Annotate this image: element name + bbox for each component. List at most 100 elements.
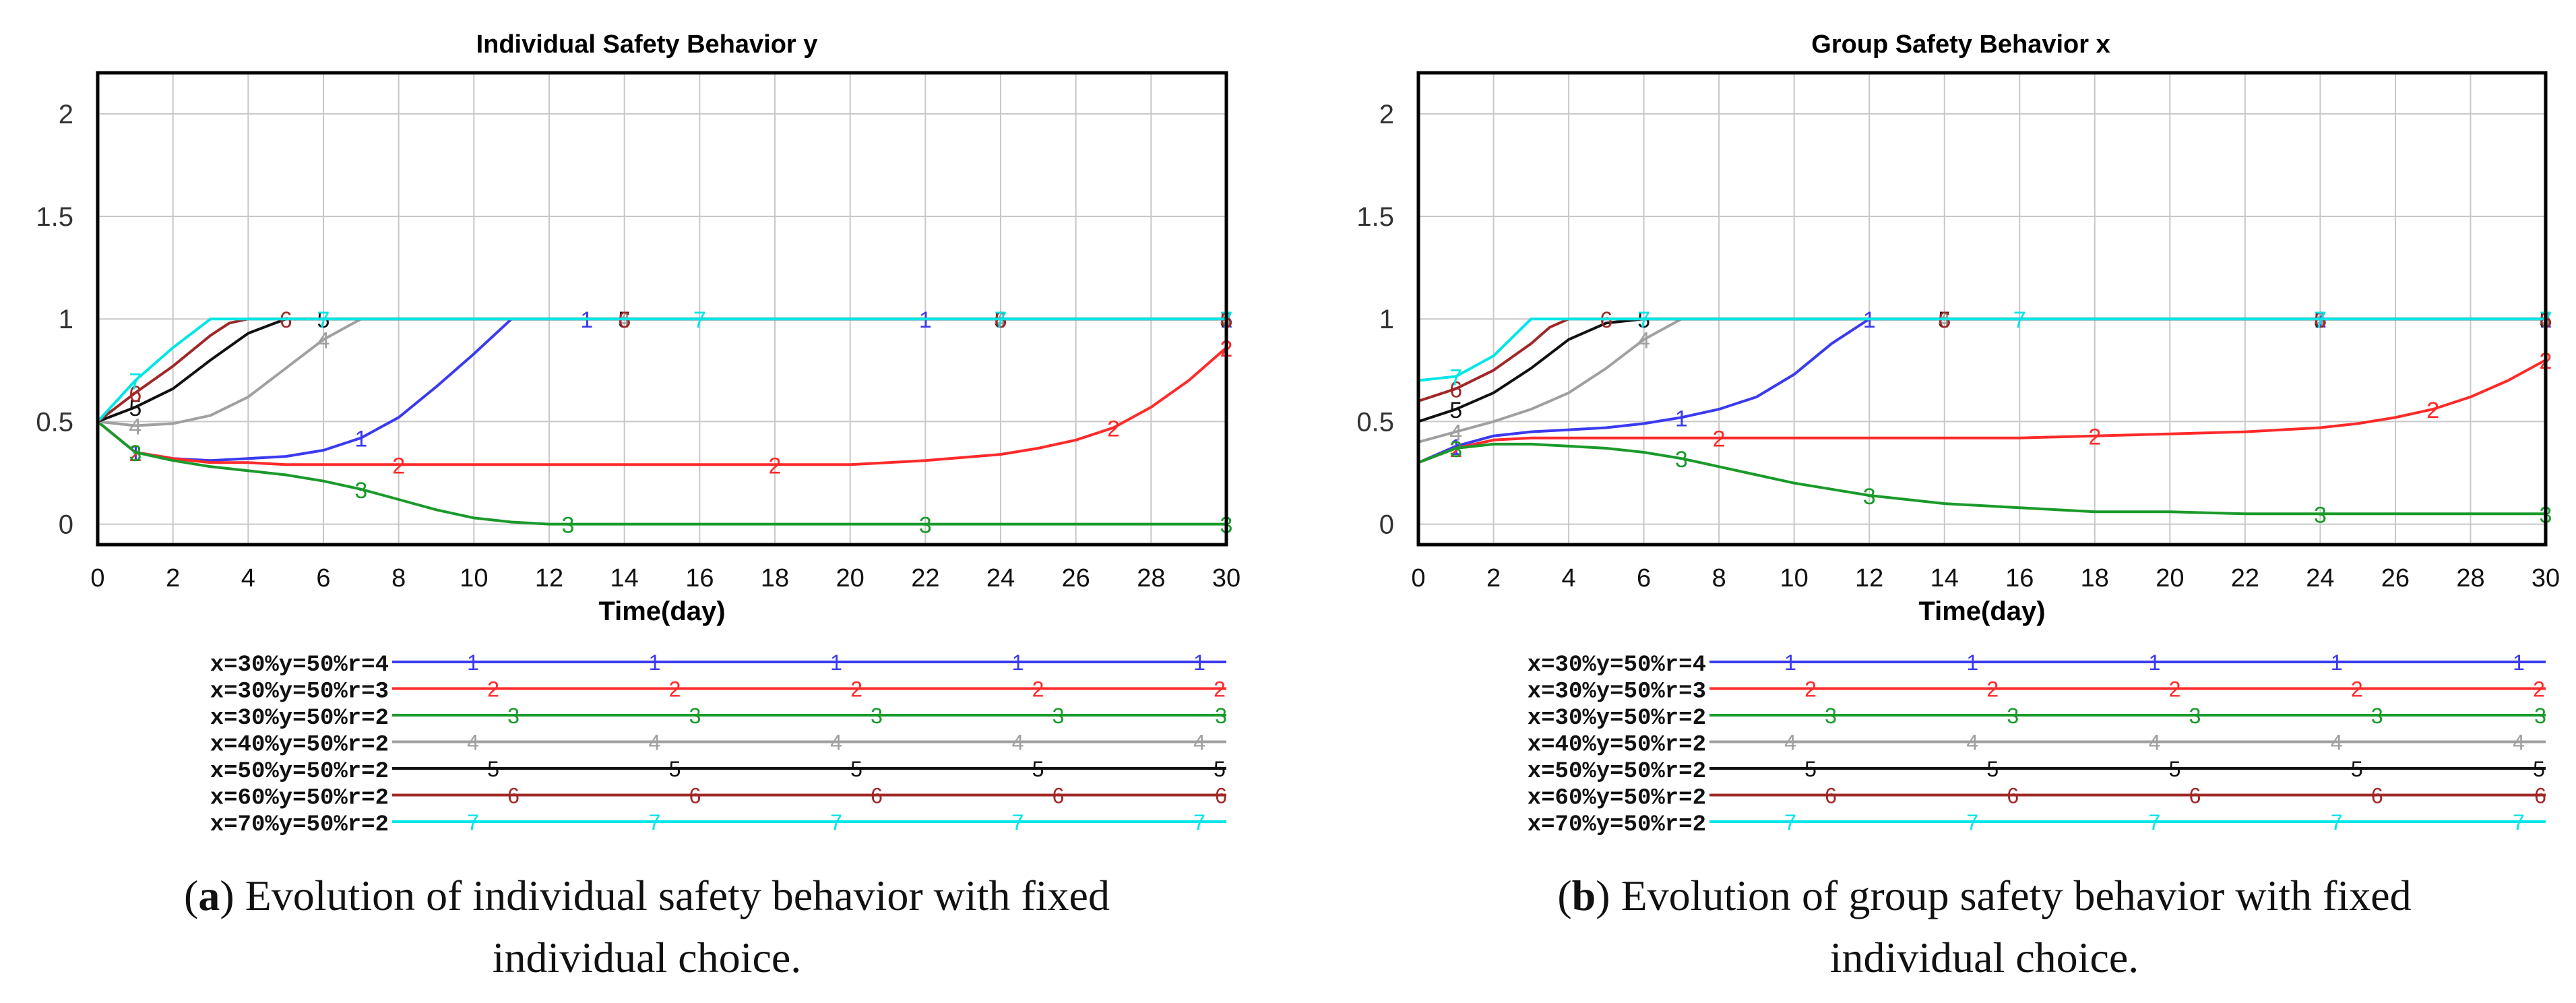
series-marker-7: 7	[1637, 307, 1650, 333]
legend-marker-1: 1	[467, 650, 479, 675]
legend-marker-6: 6	[2534, 784, 2546, 808]
legend-marker-7: 7	[2149, 810, 2161, 834]
series-marker-6: 6	[129, 382, 142, 407]
legend-marker-2: 2	[2351, 677, 2363, 702]
legend-marker-7: 7	[1012, 810, 1024, 834]
series-marker-3: 3	[129, 441, 142, 466]
legend-marker-3: 3	[2189, 704, 2201, 728]
y-tick-label: 1.5	[1356, 202, 1394, 232]
series-marker-5: 5	[618, 307, 631, 333]
series-line-2	[1418, 359, 2546, 464]
x-tick-label: 14	[1930, 564, 1959, 592]
legend-marker-1: 1	[2513, 650, 2525, 675]
caption-letter: a	[198, 872, 220, 919]
x-tick-label: 2	[166, 564, 180, 592]
y-tick-label: 0	[59, 510, 73, 540]
legend-marker-2: 2	[2169, 677, 2181, 702]
series-marker-4: 4	[1449, 421, 1462, 446]
legend-marker-2: 2	[1804, 677, 1817, 702]
caption-letter: b	[1572, 872, 1596, 919]
legend-marker-1: 1	[1784, 650, 1796, 675]
chart-title: Individual Safety Behavior y	[476, 30, 818, 59]
x-axis-label: Time(day)	[1918, 597, 2045, 626]
legend-marker-6: 6	[1215, 784, 1227, 808]
legend-marker-2: 2	[850, 677, 862, 702]
series-marker-3: 3	[919, 513, 932, 539]
legend-marker-4: 4	[1012, 731, 1024, 755]
legend-marker-7: 7	[467, 810, 479, 834]
caption-line-2: individual choice.	[493, 934, 802, 981]
series-marker-6: 6	[280, 307, 292, 333]
legend-marker-4: 4	[1966, 731, 1978, 755]
series-line-7	[96, 317, 1226, 423]
legend-label-4: x=40%y=50%r=2	[1528, 733, 1706, 758]
legend-label-6: x=60%y=50%r=2	[1528, 786, 1706, 812]
legend-marker-5: 5	[1986, 757, 1999, 781]
y-tick-label: 0	[1379, 510, 1394, 540]
y-tick-label: 0.5	[36, 407, 73, 437]
legend-label-1: x=30%y=50%r=4	[210, 652, 389, 678]
series-marker-5: 5	[995, 307, 1007, 333]
series-line-6	[96, 317, 1226, 423]
legend-marker-5: 5	[2351, 757, 2363, 781]
caption-paren-open: (	[184, 872, 198, 919]
series-marker-4: 4	[129, 414, 142, 439]
legend-marker-1: 1	[1966, 650, 1978, 675]
legend-marker-2: 2	[1214, 677, 1226, 702]
series-marker-6: 6	[1449, 377, 1462, 403]
chart-a: Individual Safety Behavior y0 2 4 6 8 10 12 14 1…	[36, 30, 1240, 981]
x-tick-label: 8	[1712, 564, 1726, 592]
x-tick-label: 0	[1411, 564, 1425, 592]
legend-marker-4: 4	[649, 731, 661, 755]
series-line-4	[97, 317, 1226, 427]
series-marker-2: 2	[392, 453, 405, 479]
y-tick-label: 1	[1379, 305, 1394, 334]
caption-line-2: individual choice.	[1830, 934, 2139, 981]
series-marker-6: 6	[1600, 307, 1612, 333]
legend-marker-5: 5	[1804, 757, 1817, 781]
legend-marker-2: 2	[1032, 677, 1044, 702]
x-tick-label: 30	[2532, 564, 2560, 592]
legend-marker-7: 7	[1966, 810, 1978, 834]
legend-label-5: x=50%y=50%r=2	[210, 759, 389, 785]
legend-marker-2: 2	[2533, 677, 2545, 702]
legend-marker-6: 6	[689, 784, 701, 808]
x-tick-label: 14	[610, 564, 639, 592]
series-marker-5: 5	[129, 396, 142, 421]
legend-marker-7: 7	[1784, 810, 1796, 834]
series-marker-3: 3	[561, 513, 574, 539]
legend-marker-2: 2	[487, 677, 499, 702]
caption-line-1: (b) Evolution of group safety behavior w…	[1557, 872, 2411, 919]
legend-marker-5: 5	[487, 757, 499, 781]
legend-marker-5: 5	[1214, 757, 1226, 781]
legend-marker-1: 1	[649, 650, 661, 675]
legend-marker-4: 4	[2513, 731, 2525, 755]
legend-marker-3: 3	[1215, 704, 1227, 728]
series-marker-7: 7	[1449, 365, 1462, 390]
series-marker-4: 4	[1938, 307, 1951, 333]
series-marker-2: 2	[769, 453, 782, 479]
chart-title: Group Safety Behavior x	[1811, 30, 2110, 59]
legend-marker-2: 2	[1986, 677, 1999, 702]
legend-label-6: x=60%y=50%r=2	[210, 786, 389, 812]
legend-marker-1: 1	[1012, 650, 1024, 675]
x-tick-label: 18	[761, 564, 789, 592]
legend-label-3: x=30%y=50%r=2	[210, 706, 389, 731]
legend-marker-7: 7	[830, 810, 842, 834]
legend-marker-5: 5	[669, 757, 681, 781]
plot-frame	[96, 71, 1228, 547]
x-tick-label: 28	[2456, 564, 2484, 592]
series-marker-7: 7	[129, 369, 142, 395]
legend-label-3: x=30%y=50%r=2	[1528, 706, 1706, 731]
series-marker-4: 4	[618, 307, 631, 333]
x-tick-label: 12	[535, 564, 563, 592]
series-marker-7: 7	[995, 307, 1007, 333]
series-marker-1: 1	[919, 307, 932, 333]
series-marker-1: 1	[354, 427, 367, 452]
legend-marker-1: 1	[830, 650, 842, 675]
x-tick-label: 10	[1780, 564, 1809, 592]
legend-marker-6: 6	[1825, 784, 1837, 808]
legend-marker-4: 4	[830, 731, 842, 755]
y-tick-label: 2	[59, 100, 73, 129]
series-marker-6: 6	[2314, 307, 2327, 333]
